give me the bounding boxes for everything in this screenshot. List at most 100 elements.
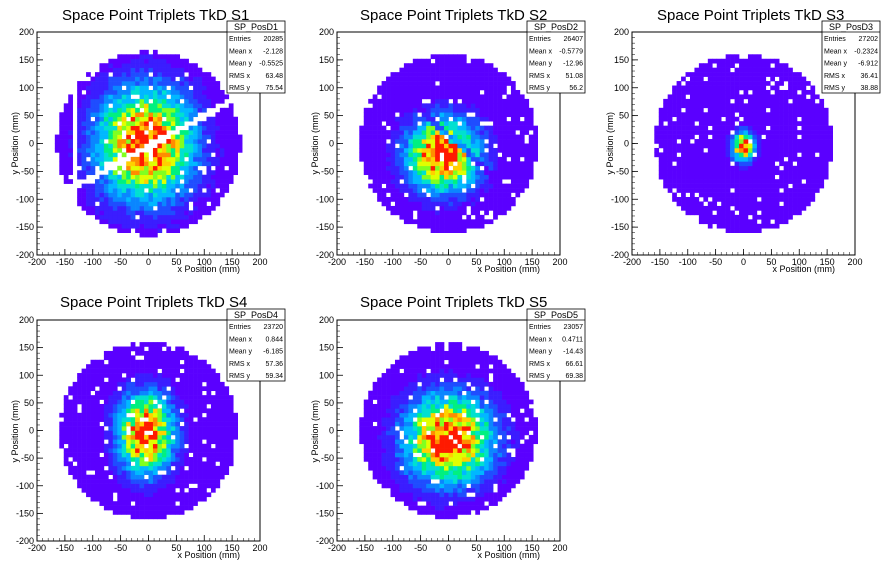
heatmap-cell bbox=[479, 161, 485, 167]
heatmap-cell bbox=[130, 63, 136, 68]
heatmap-cell bbox=[381, 156, 387, 162]
heatmap-cell bbox=[372, 188, 378, 193]
y-axis-label: y Position (mm) bbox=[310, 112, 320, 175]
heatmap-cell bbox=[188, 72, 194, 77]
y-tick-label: -100 bbox=[316, 194, 334, 204]
heatmap-cell bbox=[444, 63, 449, 68]
heatmap-cell bbox=[166, 487, 172, 493]
heatmap-cell bbox=[479, 147, 485, 153]
heatmap-cell bbox=[381, 112, 387, 118]
heatmap-cell bbox=[390, 134, 396, 140]
heatmap-cell bbox=[457, 201, 463, 207]
heatmap-cell bbox=[224, 143, 230, 149]
heatmap-cell bbox=[166, 205, 172, 211]
heatmap-cell bbox=[654, 130, 660, 135]
heatmap-cell bbox=[148, 421, 154, 427]
heatmap-cell bbox=[506, 107, 512, 113]
heatmap-cell bbox=[152, 421, 158, 427]
heatmap-cell bbox=[765, 188, 771, 193]
heatmap-cell bbox=[219, 134, 225, 140]
heatmap-cell bbox=[774, 143, 780, 149]
heatmap-cell bbox=[774, 85, 780, 91]
heatmap-cell bbox=[475, 183, 481, 189]
heatmap-cell bbox=[157, 152, 163, 158]
heatmap-cell bbox=[461, 98, 467, 104]
heatmap-cell bbox=[386, 183, 391, 189]
heatmap-cell bbox=[86, 390, 91, 396]
heatmap-cell bbox=[121, 474, 127, 480]
heatmap-cell bbox=[81, 143, 87, 149]
heatmap-cell bbox=[756, 116, 762, 122]
heatmap-cell bbox=[756, 165, 762, 171]
heatmap-cell bbox=[788, 76, 793, 82]
heatmap-cell bbox=[439, 112, 445, 118]
heatmap-cell bbox=[184, 479, 189, 484]
heatmap-cell bbox=[510, 103, 516, 109]
heatmap-cell bbox=[77, 417, 82, 422]
heatmap-cell bbox=[228, 116, 234, 122]
heatmap-cell bbox=[426, 94, 431, 100]
heatmap-cell bbox=[68, 452, 73, 458]
heatmap-cell bbox=[417, 188, 423, 193]
heatmap-cell bbox=[721, 130, 726, 135]
heatmap-cell bbox=[774, 156, 780, 162]
heatmap-cell bbox=[814, 147, 820, 153]
heatmap-cell bbox=[756, 205, 762, 211]
heatmap-cell bbox=[739, 94, 744, 100]
heatmap-cell bbox=[756, 121, 762, 126]
heatmap-cell bbox=[721, 214, 726, 220]
heatmap-cell bbox=[681, 112, 686, 118]
heatmap-cell bbox=[403, 210, 409, 216]
heatmap-cell bbox=[444, 130, 449, 135]
heatmap-cell bbox=[444, 89, 449, 95]
x-tick-label: -150 bbox=[651, 257, 669, 267]
heatmap-cell bbox=[412, 156, 418, 162]
heatmap-cell bbox=[756, 54, 762, 60]
heatmap-cell bbox=[528, 170, 534, 176]
heatmap-cell bbox=[63, 434, 69, 440]
heatmap-cell bbox=[166, 492, 172, 498]
heatmap-cell bbox=[219, 130, 225, 135]
heatmap-cell bbox=[461, 121, 467, 126]
heatmap-cell bbox=[792, 121, 798, 126]
heatmap-cell bbox=[435, 112, 440, 118]
heatmap-cell bbox=[184, 89, 189, 95]
heatmap-cell bbox=[747, 85, 753, 91]
heatmap-cell bbox=[126, 439, 131, 445]
heatmap-cell bbox=[792, 188, 798, 193]
heatmap-cell bbox=[698, 214, 704, 220]
heatmap-cell bbox=[206, 205, 212, 211]
heatmap-cell bbox=[152, 170, 158, 176]
heatmap-cell bbox=[676, 174, 682, 180]
heatmap-cell bbox=[788, 94, 793, 100]
heatmap-cell bbox=[130, 448, 136, 453]
heatmap-cell bbox=[121, 188, 127, 193]
heatmap-cell bbox=[506, 205, 512, 211]
heatmap-cell bbox=[363, 152, 369, 158]
heatmap-cell bbox=[108, 355, 114, 361]
heatmap-cell bbox=[801, 165, 807, 171]
heatmap-cell bbox=[479, 170, 485, 176]
heatmap-cell bbox=[783, 201, 789, 207]
heatmap-cell bbox=[394, 130, 400, 135]
heatmap-cell bbox=[197, 386, 203, 392]
heatmap-cell bbox=[515, 170, 521, 176]
heatmap-cell bbox=[421, 214, 427, 220]
heatmap-cell bbox=[219, 174, 225, 180]
heatmap-cell bbox=[752, 205, 758, 211]
heatmap-cell bbox=[72, 470, 78, 475]
heatmap-cell bbox=[448, 112, 454, 118]
heatmap-cell bbox=[68, 156, 73, 162]
heatmap-cell bbox=[739, 85, 744, 91]
heatmap-cell bbox=[448, 201, 454, 207]
heatmap-cell bbox=[694, 67, 700, 73]
heatmap-cell bbox=[725, 116, 731, 122]
heatmap-cell bbox=[435, 143, 440, 149]
heatmap-cell bbox=[810, 179, 816, 184]
heatmap-cell bbox=[390, 121, 396, 126]
x-tick-label: 0 bbox=[146, 257, 151, 267]
heatmap-cell bbox=[519, 130, 525, 135]
heatmap-cell bbox=[510, 89, 516, 95]
